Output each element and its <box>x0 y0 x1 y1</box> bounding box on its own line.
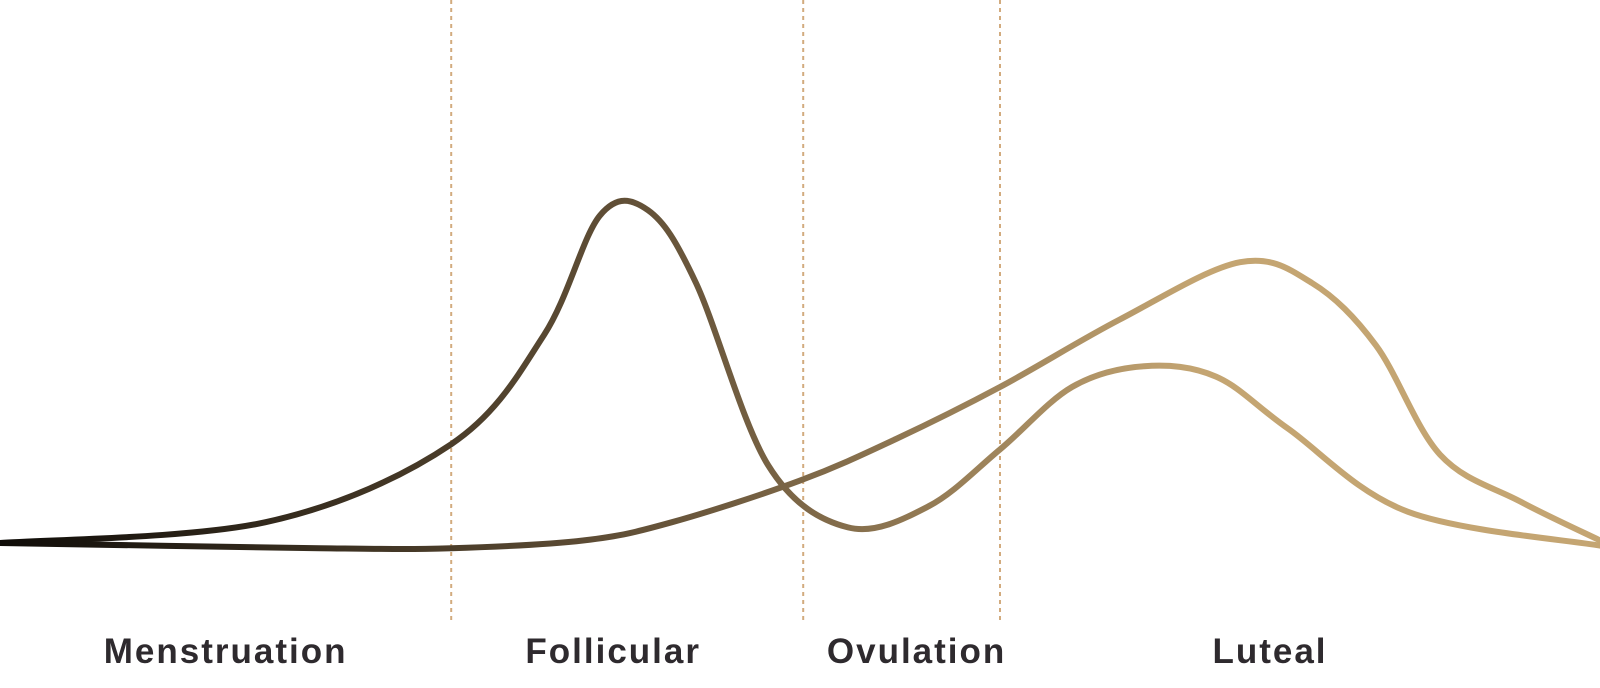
phase-label-ovulation: Ovulation <box>826 632 1007 671</box>
phase-label-follicular: Follicular <box>525 632 701 671</box>
series-line-2 <box>0 257 1600 553</box>
series-lines <box>0 197 1600 553</box>
series-line-1 <box>0 197 1600 549</box>
phase-dividers <box>450 0 1001 622</box>
phase-label-luteal: Luteal <box>1212 632 1328 671</box>
phase-label-menstruation: Menstruation <box>103 632 348 671</box>
